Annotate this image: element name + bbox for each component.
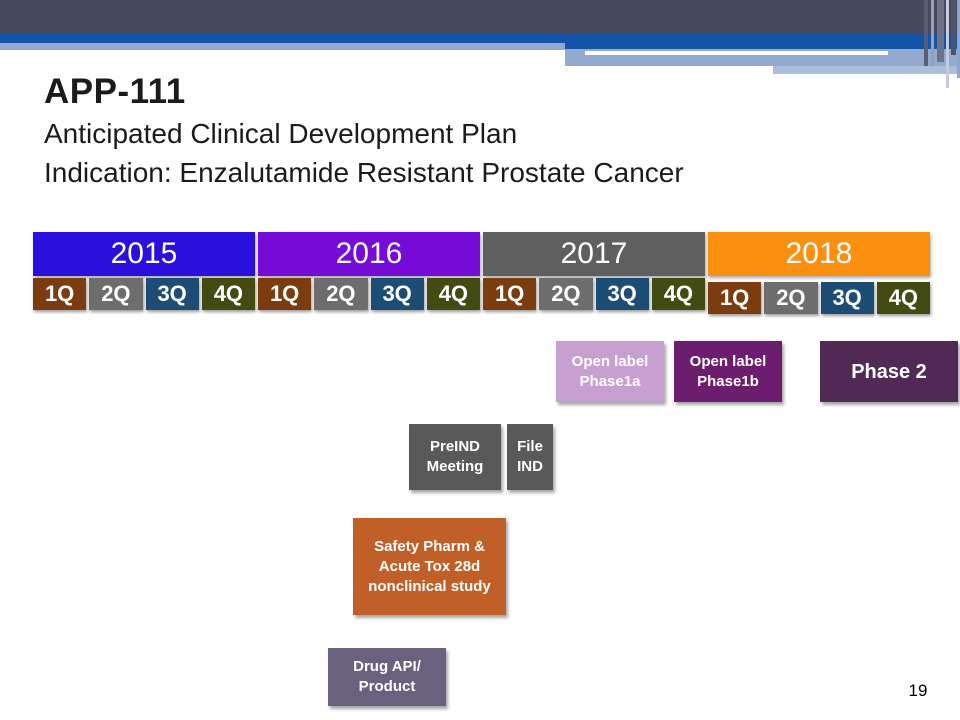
year-row: 2015 2016 2017 2018 <box>33 232 930 276</box>
banner-vertical-stripe <box>937 0 944 62</box>
milestone-label-line: File <box>517 438 543 455</box>
quarter-cell-2017-2q: 2Q <box>539 278 593 310</box>
year-cell-2018: 2018 <box>708 232 930 276</box>
banner-pale-blue-bar <box>773 66 960 74</box>
timeline-table: 2015 2016 2017 2018 1Q 2Q 3Q 4Q 1Q 2Q 3Q… <box>33 232 930 314</box>
quarter-cell-2015-3q: 3Q <box>145 278 199 310</box>
quarter-cell-2018-3q: 3Q <box>820 282 874 314</box>
milestone-label-line: PreIND <box>429 438 481 455</box>
banner-blue-bar-extension <box>565 43 960 49</box>
quarter-cell-2015-2q: 2Q <box>89 278 143 310</box>
slide-subtitle-line1: Anticipated Clinical Development Plan <box>44 118 518 149</box>
quarter-cell-2018-1q: 1Q <box>708 282 762 314</box>
banner-vertical-stripe <box>924 0 928 66</box>
quarter-cell-2015-4q: 4Q <box>201 278 255 310</box>
banner-vertical-stripe <box>957 0 960 78</box>
slide-subtitle-line2: Indication: Enzalutamide Resistant Prost… <box>44 157 684 188</box>
slide-header: APP-111 Anticipated Clinical Development… <box>44 70 684 192</box>
milestone-label-line: Open label <box>689 352 767 370</box>
milestone-open-label-phase1a: Open label Phase1a <box>556 341 664 402</box>
banner-white-stripe <box>585 51 888 55</box>
milestone-label-line: Phase 2 <box>851 360 927 383</box>
milestone-drug-api-product: Drug API/ Product <box>328 648 446 706</box>
year-cell-2016: 2016 <box>258 232 480 276</box>
page-number: 19 <box>908 681 928 700</box>
milestone-label-line: Phase1a <box>579 372 641 390</box>
year-cell-2015: 2015 <box>33 232 255 276</box>
banner-vertical-stripe <box>931 0 934 66</box>
slide-title: APP-111 <box>44 72 186 111</box>
quarter-row: 1Q 2Q 3Q 4Q 1Q 2Q 3Q 4Q 1Q 2Q 3Q 4Q 1Q 2… <box>33 278 930 314</box>
year-cell-2017: 2017 <box>483 232 705 276</box>
banner-slate-bar <box>0 0 960 33</box>
milestone-label-line: Product <box>358 678 416 695</box>
milestone-file-ind: File IND <box>507 424 553 490</box>
milestone-label-line: IND <box>517 458 543 475</box>
banner-lightblue-bar-left <box>0 43 565 50</box>
banner-vertical-stripe <box>951 0 956 55</box>
milestone-label-line: nonclinical study <box>368 577 491 595</box>
milestone-open-label-phase1b: Open label Phase1b <box>674 341 782 402</box>
milestone-label-line: Open label <box>571 352 649 370</box>
quarter-cell-2016-2q: 2Q <box>314 278 368 310</box>
quarter-cell-2016-3q: 3Q <box>370 278 424 310</box>
quarter-cell-2017-4q: 4Q <box>651 278 705 310</box>
banner-vertical-stripe <box>946 0 949 88</box>
quarter-cell-2015-1q: 1Q <box>33 278 87 310</box>
milestone-label-line: Meeting <box>426 458 484 475</box>
milestone-label-line: Safety Pharm & <box>374 537 485 555</box>
milestone-label-line: Phase1b <box>697 372 759 390</box>
banner-blue-bar <box>0 33 960 43</box>
milestone-phase2: Phase 2 <box>820 341 958 402</box>
milestone-label-line: Drug API/ <box>353 658 421 675</box>
quarter-cell-2017-1q: 1Q <box>483 278 537 310</box>
quarter-cell-2017-3q: 3Q <box>595 278 649 310</box>
milestone-label-line: Acute Tox 28d <box>378 557 481 575</box>
quarter-cell-2016-4q: 4Q <box>426 278 480 310</box>
milestone-preind-meeting: PreIND Meeting <box>409 424 501 490</box>
quarter-cell-2018-4q: 4Q <box>876 282 930 314</box>
quarter-cell-2018-2q: 2Q <box>764 282 818 314</box>
milestone-safety-pharm-nonclinical: Safety Pharm & Acute Tox 28d nonclinical… <box>353 518 506 615</box>
quarter-cell-2016-1q: 1Q <box>258 278 312 310</box>
